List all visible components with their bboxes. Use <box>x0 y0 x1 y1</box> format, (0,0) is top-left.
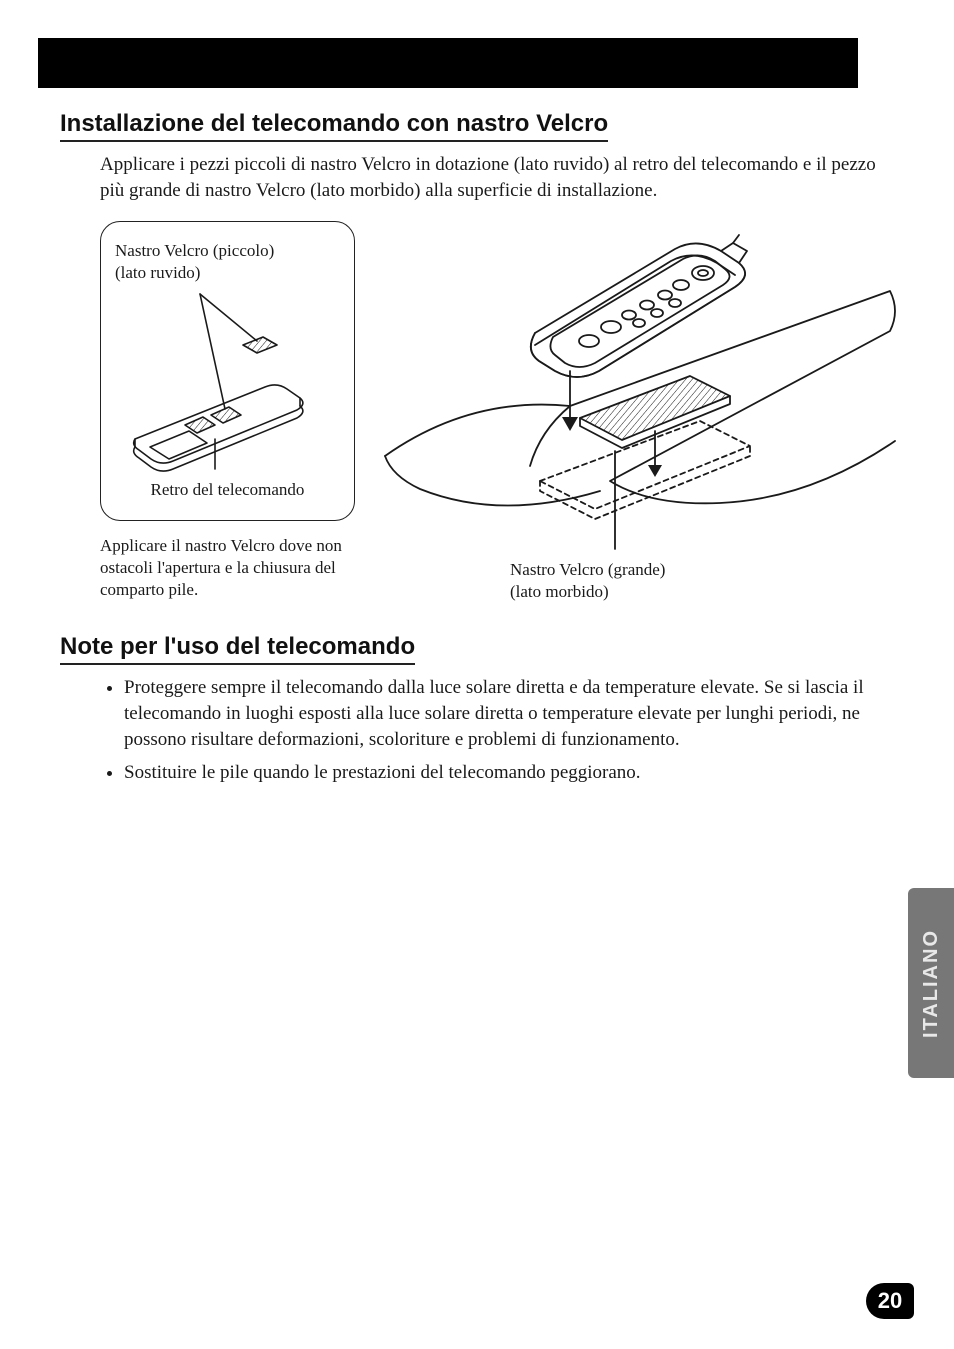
figure-left-caption: Applicare il nastro Velcro dove non osta… <box>100 535 370 601</box>
figure-right-caption: Nastro Velcro (grande) (lato morbido) <box>510 559 904 603</box>
language-tab-label: ITALIANO <box>920 929 943 1038</box>
figure-right-illustration <box>380 221 900 551</box>
note-item: Sostituire le pile quando le prestazioni… <box>124 760 884 786</box>
figures-row: Nastro Velcro (piccolo) (lato ruvido) <box>100 221 904 603</box>
figure-right-caption-line2: (lato morbido) <box>510 582 609 601</box>
figure-right-caption-line1: Nastro Velcro (grande) <box>510 560 665 579</box>
page-content: Installazione del telecomando con nastro… <box>60 110 904 786</box>
section-notes: Note per l'uso del telecomando Protegger… <box>60 633 904 786</box>
page-number: 20 <box>878 1288 902 1314</box>
section2-title: Note per l'uso del telecomando <box>60 633 415 665</box>
section-installation: Installazione del telecomando con nastro… <box>60 110 904 603</box>
language-tab: ITALIANO <box>908 888 954 1078</box>
figure-left-box: Nastro Velcro (piccolo) (lato ruvido) <box>100 221 355 521</box>
figure-right-wrap: Nastro Velcro (grande) (lato morbido) <box>380 221 904 603</box>
section1-title: Installazione del telecomando con nastro… <box>60 110 608 142</box>
notes-list: Proteggere sempre il telecomando dalla l… <box>124 675 884 786</box>
figure-left-illustration <box>115 289 340 474</box>
figure-left-wrap: Nastro Velcro (piccolo) (lato ruvido) <box>100 221 380 601</box>
note-item: Proteggere sempre il telecomando dalla l… <box>124 675 884 752</box>
figure-left-label-bottom: Retro del telecomando <box>115 480 340 500</box>
header-black-bar <box>38 38 858 88</box>
manual-page: Installazione del telecomando con nastro… <box>0 0 954 1349</box>
figure-left-label-line2: (lato ruvido) <box>115 263 200 282</box>
page-number-badge: 20 <box>866 1283 914 1319</box>
figure-left-label-line1: Nastro Velcro (piccolo) <box>115 241 274 260</box>
section1-intro: Applicare i pezzi piccoli di nastro Velc… <box>100 152 884 203</box>
figure-left-label-top: Nastro Velcro (piccolo) (lato ruvido) <box>115 240 340 283</box>
